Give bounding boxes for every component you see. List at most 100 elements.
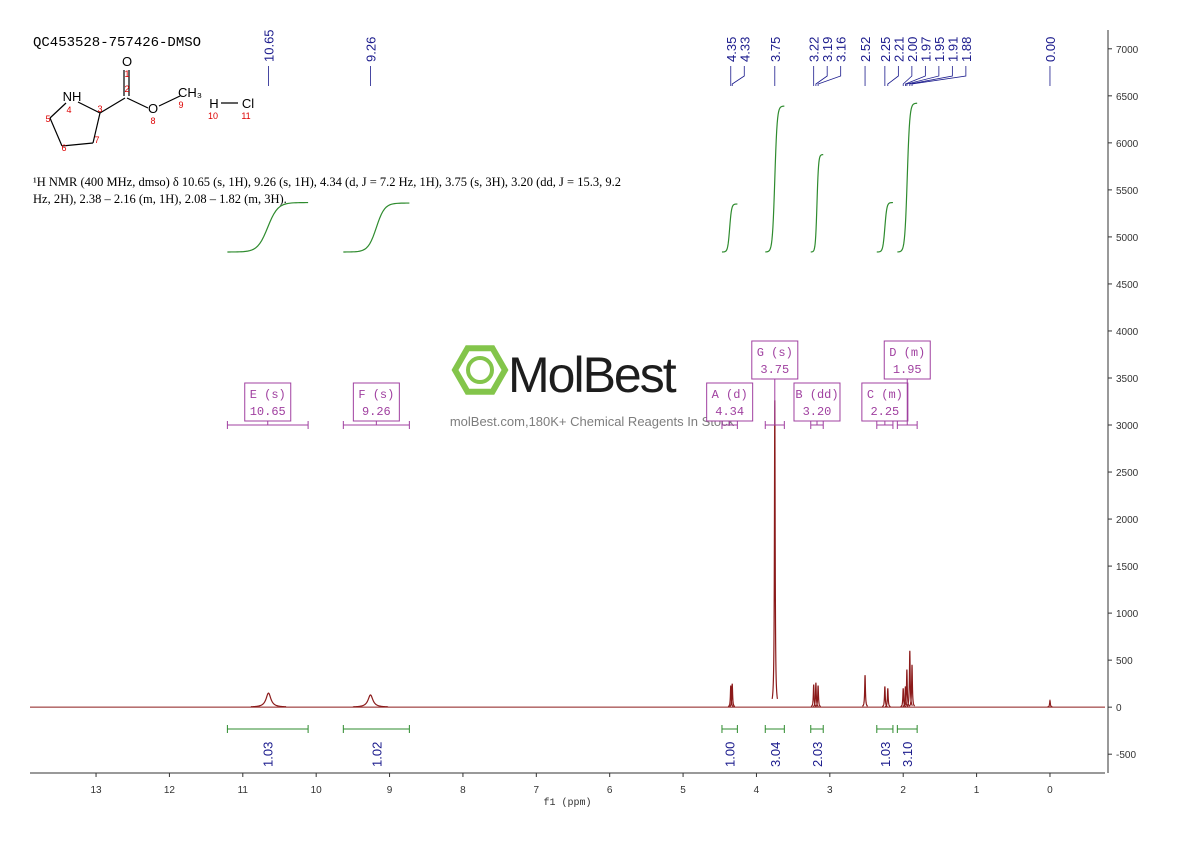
- peak-leader: [887, 66, 899, 86]
- multiplet-box: [706, 382, 754, 422]
- atom-number: 6: [61, 143, 66, 153]
- watermark: MolBest molBest.com,180K+ Chemical Reage…: [450, 345, 735, 429]
- multiplet-shift: 1.95: [893, 363, 922, 377]
- sample-title: QC453528-757426-DMSO: [33, 35, 201, 51]
- multiplet-shift: 2.25: [870, 405, 899, 419]
- peak-label: 0.00: [1043, 37, 1058, 62]
- x-tick-label: 3: [827, 785, 833, 796]
- integral-curve: [343, 202, 410, 253]
- peak: [727, 685, 734, 708]
- integral-label: 1.00: [723, 742, 738, 767]
- y-tick-label: 6000: [1116, 139, 1139, 150]
- y-tick-label: 2500: [1116, 468, 1139, 479]
- integral-bracket: [226, 725, 309, 733]
- integral-label: 1.03: [878, 742, 893, 767]
- peak: [862, 675, 869, 707]
- multiplet-label: E (s): [250, 388, 286, 402]
- tagline: molBest.com,180K+ Chemical Reagents In S…: [450, 414, 735, 429]
- integral-curve: [897, 102, 918, 253]
- integral-curve: [227, 201, 309, 253]
- multiplet-box: [861, 382, 909, 422]
- atom-number: 11: [241, 111, 250, 121]
- atom-number: 3: [97, 104, 102, 114]
- multiplet-label: G (s): [757, 346, 793, 360]
- description: ¹H NMR (400 MHz, dmso) δ 10.65 (s, 1H), …: [33, 175, 621, 206]
- atom: O: [122, 54, 132, 69]
- bond: [99, 97, 126, 114]
- peak: [908, 664, 916, 707]
- multiplet-box: [793, 382, 841, 422]
- atom-number: 1: [124, 69, 129, 79]
- peak: [352, 694, 389, 708]
- integral-bracket: [810, 725, 824, 733]
- integral-curve: [765, 105, 785, 253]
- peak: [810, 684, 817, 708]
- x-tick-label: 13: [90, 785, 102, 796]
- peak: [250, 692, 287, 708]
- multiplet-box: [244, 382, 292, 422]
- atom-number: 10: [208, 111, 218, 121]
- peak-leader: [815, 66, 828, 86]
- integral-label: 2.03: [810, 742, 825, 767]
- atom: NH: [63, 89, 82, 104]
- peak: [815, 685, 821, 708]
- multiplet-box: [352, 382, 400, 422]
- atom-number: 4: [66, 105, 71, 115]
- integral-bracket: [896, 725, 918, 733]
- multiplet-shift: 3.20: [803, 405, 832, 419]
- integral-curve: [876, 201, 893, 253]
- atom-labels: O 1 2 NH 4 3 O 8 9 CH₃ 5 6 7 H Cl 10 11: [45, 54, 254, 153]
- peak-leader: [909, 66, 953, 86]
- peak: [906, 650, 913, 707]
- x-tick-label: 10: [311, 785, 323, 796]
- molecule: [49, 70, 238, 147]
- peak-leader: [911, 66, 967, 86]
- peak-leader: [906, 66, 940, 86]
- peak-label: 4.33: [737, 37, 752, 62]
- multiplet-shift: 3.75: [760, 363, 789, 377]
- x-tick-label: 4: [754, 785, 760, 796]
- peak: [812, 682, 819, 708]
- bond: [49, 102, 67, 119]
- peak-label: 1.97: [918, 37, 933, 62]
- x-tick-label: 7: [534, 785, 540, 796]
- peak-leader: [905, 66, 926, 86]
- integral-label: 3.10: [900, 742, 915, 767]
- peak-label: 1.91: [945, 37, 960, 62]
- peak-label: 1.95: [932, 37, 947, 62]
- bond: [158, 95, 181, 107]
- peak-label: 1.88: [959, 37, 974, 62]
- bond: [126, 97, 149, 109]
- atom: H: [209, 96, 218, 111]
- integral-bracket: [876, 725, 894, 733]
- x-tick-label: 5: [680, 785, 686, 796]
- bond: [77, 101, 101, 114]
- peak-leader: [817, 66, 842, 86]
- peak-label: 10.65: [261, 29, 276, 62]
- peak-label: 2.21: [891, 37, 906, 62]
- bond: [49, 117, 63, 147]
- bond: [92, 112, 101, 144]
- x-tick-label: 11: [238, 785, 249, 796]
- multiplet-shift: 9.26: [362, 405, 391, 419]
- multiplet-label: B (dd): [795, 388, 838, 402]
- peak-label: 4.35: [724, 37, 739, 62]
- logo: [451, 345, 509, 395]
- atom: O: [148, 101, 158, 116]
- peak: [902, 686, 909, 708]
- y-tick-label: 0: [1116, 703, 1122, 714]
- integral-label: 3.04: [768, 742, 783, 767]
- brand: MolBest: [508, 347, 677, 403]
- y-tick-label: 6500: [1116, 92, 1139, 103]
- y-tick-label: 4000: [1116, 327, 1139, 338]
- peak-label: 2.00: [905, 37, 920, 62]
- x-tick-label: 12: [164, 785, 176, 796]
- multiplet-label: C (m): [867, 388, 903, 402]
- y-tick-label: 3500: [1116, 374, 1139, 385]
- peak-label: 2.25: [878, 37, 893, 62]
- y-tick-label: 4500: [1116, 280, 1139, 291]
- integral-curve: [721, 203, 738, 253]
- integral-label: 1.03: [261, 742, 276, 767]
